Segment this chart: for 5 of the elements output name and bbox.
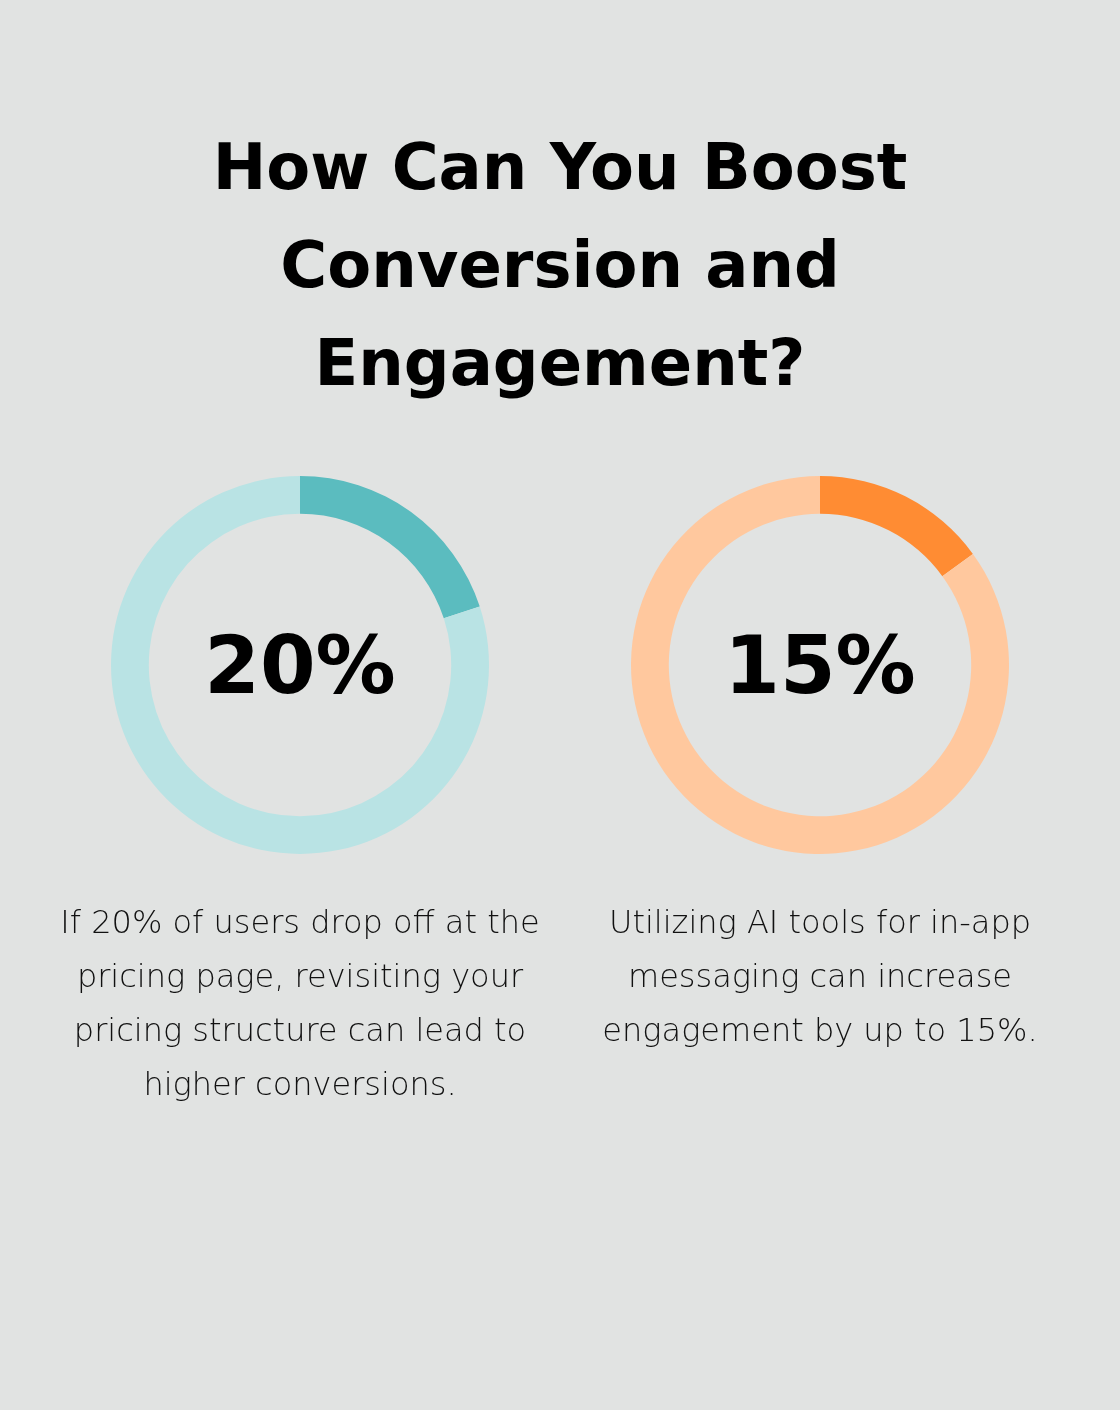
text: If 20% of users drop off at the pricing page, revisiting your pricing structure can lead to higher conversions. (59, 902, 541, 1105)
text: Utilizing AI tools for in-app messaging can increase engagement by up to 15%. (601, 902, 1039, 1051)
text: 20% (204, 618, 396, 712)
text: 15% (724, 618, 916, 712)
chart-title: How Can You Boost Conversion and Engagement? (211, 129, 909, 402)
